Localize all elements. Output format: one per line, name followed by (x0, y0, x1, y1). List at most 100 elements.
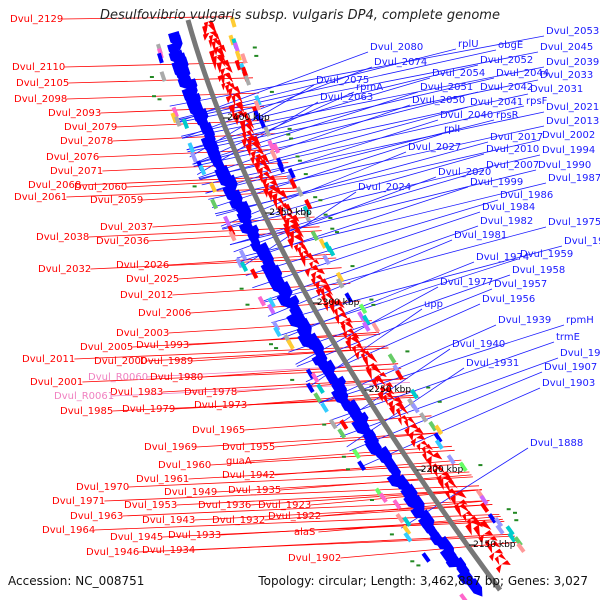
forward-gene-label[interactable]: Dvul_2002 (542, 130, 595, 141)
reverse-gene-label[interactable]: Dvul_1942 (222, 470, 275, 481)
forward-gene-label[interactable]: Dvul_2017 (490, 132, 543, 143)
forward-gene-label[interactable]: Dvul_2033 (540, 70, 593, 81)
reverse-gene-label[interactable]: Dvul_2110 (12, 62, 65, 73)
reverse-gene-label[interactable]: Dvul_2005 (80, 342, 133, 353)
forward-gene-label[interactable]: rpmA (356, 82, 383, 93)
forward-gene-label[interactable]: Dvul_2075 (316, 75, 369, 86)
reverse-gene-label[interactable]: Dvul_2012 (120, 290, 173, 301)
forward-gene-label[interactable]: rpmH (566, 315, 594, 326)
forward-gene-label[interactable]: Dvul_1984 (482, 202, 535, 213)
forward-gene-label[interactable]: Dvul_1977 (440, 277, 493, 288)
forward-gene-label[interactable]: Dvul_1999 (470, 177, 523, 188)
reverse-gene-label[interactable]: Dvul_1934 (142, 545, 195, 556)
reverse-gene-label[interactable]: alaS (294, 527, 315, 538)
forward-gene-label[interactable]: upp (424, 299, 443, 310)
forward-gene-label[interactable]: Dvul_2051 (420, 82, 473, 93)
forward-gene-label[interactable]: Dvul_1974 (476, 252, 529, 263)
reverse-gene-label[interactable]: Dvul_1955 (222, 442, 275, 453)
reverse-gene-label[interactable]: Dvul_2025 (126, 274, 179, 285)
reverse-gene-label[interactable]: Dvul_1980 (150, 372, 203, 383)
forward-gene-label[interactable]: Dvul_1986 (500, 190, 553, 201)
reverse-gene-label[interactable]: Dvul_1969 (144, 442, 197, 453)
reverse-gene-label[interactable]: Dvul_2037 (100, 222, 153, 233)
reverse-gene-label[interactable]: Dvul_1902 (288, 553, 341, 564)
forward-gene-label[interactable]: Dvul_1931 (466, 358, 519, 369)
reverse-gene-label[interactable]: Dvul_2026 (116, 260, 169, 271)
forward-gene-label[interactable]: trmE (556, 332, 580, 343)
forward-gene-label[interactable]: Dvul_1957 (494, 279, 547, 290)
forward-gene-label[interactable]: Dvul_2044 (496, 68, 549, 79)
reverse-gene-label[interactable]: Dvul_1989 (140, 356, 193, 367)
reverse-gene-label[interactable]: Dvul_2061 (14, 192, 67, 203)
reverse-gene-label[interactable]: Dvul_1945 (110, 532, 163, 543)
forward-gene-label[interactable]: Dvul_2080 (370, 42, 423, 53)
reverse-gene-label[interactable]: Dvul_1936 (198, 500, 251, 511)
reverse-gene-label[interactable]: Dvul_R0061 (54, 391, 114, 402)
forward-gene-label[interactable]: rpsF (526, 96, 548, 107)
reverse-gene-label[interactable]: Dvul_2038 (36, 232, 89, 243)
reverse-gene-label[interactable]: Dvul_1965 (192, 425, 245, 436)
forward-gene-label[interactable]: obgE (498, 40, 523, 51)
reverse-gene-label[interactable]: Dvul_2129 (10, 14, 63, 25)
forward-gene-label[interactable]: Dvul_2021 (546, 102, 599, 113)
forward-gene-label[interactable]: Dvul_2054 (432, 68, 485, 79)
forward-gene-label[interactable]: Dvul_1975 (548, 217, 600, 228)
reverse-gene-label[interactable]: Dvul_2006 (138, 308, 191, 319)
forward-gene-label[interactable]: Dvul_1888 (530, 438, 583, 449)
reverse-gene-label[interactable]: Dvul_1953 (124, 500, 177, 511)
reverse-gene-label[interactable]: Dvul_1949 (164, 487, 217, 498)
forward-gene-label[interactable]: Dvul_2042 (480, 82, 533, 93)
reverse-gene-label[interactable]: Dvul_2032 (38, 264, 91, 275)
forward-gene-label[interactable]: Dvul_1990 (538, 160, 591, 171)
reverse-gene-label[interactable]: Dvul_1932 (212, 515, 265, 526)
reverse-gene-label[interactable]: Dvul_2001 (30, 377, 83, 388)
forward-gene-label[interactable]: Dvul_1987 (548, 173, 600, 184)
reverse-gene-label[interactable]: Dvul_2105 (16, 78, 69, 89)
forward-gene-label[interactable]: rpsR (496, 110, 519, 121)
reverse-gene-label[interactable]: Dvul_1963 (70, 511, 123, 522)
forward-gene-label[interactable]: Dvul_2063 (320, 92, 373, 103)
forward-gene-label[interactable]: rplU (458, 39, 479, 50)
reverse-gene-label[interactable]: Dvul_1943 (142, 515, 195, 526)
forward-gene-label[interactable]: Dvul_1958 (512, 265, 565, 276)
reverse-gene-label[interactable]: Dvul_1935 (228, 485, 281, 496)
forward-gene-label[interactable]: Dvul_2053 (546, 26, 599, 37)
forward-gene-label[interactable]: Dvul_2010 (486, 144, 539, 155)
reverse-gene-label[interactable]: Dvul_2076 (46, 152, 99, 163)
forward-gene-label[interactable]: Dvul_1913 (560, 348, 600, 359)
reverse-gene-label[interactable]: Dvul_1964 (42, 525, 95, 536)
forward-gene-label[interactable]: Dvul_2041 (470, 97, 523, 108)
reverse-gene-label[interactable]: Dvul_1983 (110, 387, 163, 398)
forward-gene-label[interactable]: Dvul_1962 (564, 236, 600, 247)
forward-gene-label[interactable]: Dvul_2027 (408, 142, 461, 153)
reverse-gene-label[interactable]: Dvul_1993 (136, 340, 189, 351)
reverse-gene-label[interactable]: Dvul_2098 (14, 94, 67, 105)
forward-gene-label[interactable]: Dvul_1981 (454, 230, 507, 241)
forward-gene-label[interactable]: Dvul_1956 (482, 294, 535, 305)
reverse-gene-label[interactable]: Dvul_2071 (50, 166, 103, 177)
reverse-gene-label[interactable]: Dvul_R0060 (88, 372, 148, 383)
reverse-gene-label[interactable]: Dvul_2060 (74, 182, 127, 193)
forward-gene-label[interactable]: Dvul_1939 (498, 315, 551, 326)
forward-gene-label[interactable]: Dvul_2031 (530, 84, 583, 95)
reverse-gene-label[interactable]: Dvul_1933 (168, 530, 221, 541)
reverse-gene-label[interactable]: Dvul_1961 (136, 474, 189, 485)
forward-gene-label[interactable]: Dvul_2020 (438, 167, 491, 178)
forward-gene-label[interactable]: Dvul_1982 (480, 216, 533, 227)
forward-gene-label[interactable]: Dvul_1959 (520, 249, 573, 260)
reverse-gene-label[interactable]: Dvul_1960 (158, 460, 211, 471)
reverse-gene-label[interactable]: Dvul_2059 (90, 195, 143, 206)
forward-gene-label[interactable]: Dvul_2024 (358, 182, 411, 193)
reverse-gene-label[interactable]: Dvul_1979 (122, 404, 175, 415)
reverse-gene-label[interactable]: Dvul_2011 (22, 354, 75, 365)
reverse-gene-label[interactable]: Dvul_1978 (184, 387, 237, 398)
reverse-gene-label[interactable]: Dvul_1970 (76, 482, 129, 493)
reverse-gene-label[interactable]: Dvul_1973 (194, 400, 247, 411)
reverse-gene-label[interactable]: Dvul_2093 (48, 108, 101, 119)
reverse-gene-label[interactable]: Dvul_2003 (116, 328, 169, 339)
reverse-gene-label[interactable]: guaA (226, 456, 252, 467)
reverse-gene-label[interactable]: Dvul_1946 (86, 547, 139, 558)
reverse-gene-label[interactable]: Dvul_2078 (60, 136, 113, 147)
reverse-gene-label[interactable]: Dvul_2036 (96, 236, 149, 247)
forward-gene-label[interactable]: Dvul_2040 (440, 110, 493, 121)
